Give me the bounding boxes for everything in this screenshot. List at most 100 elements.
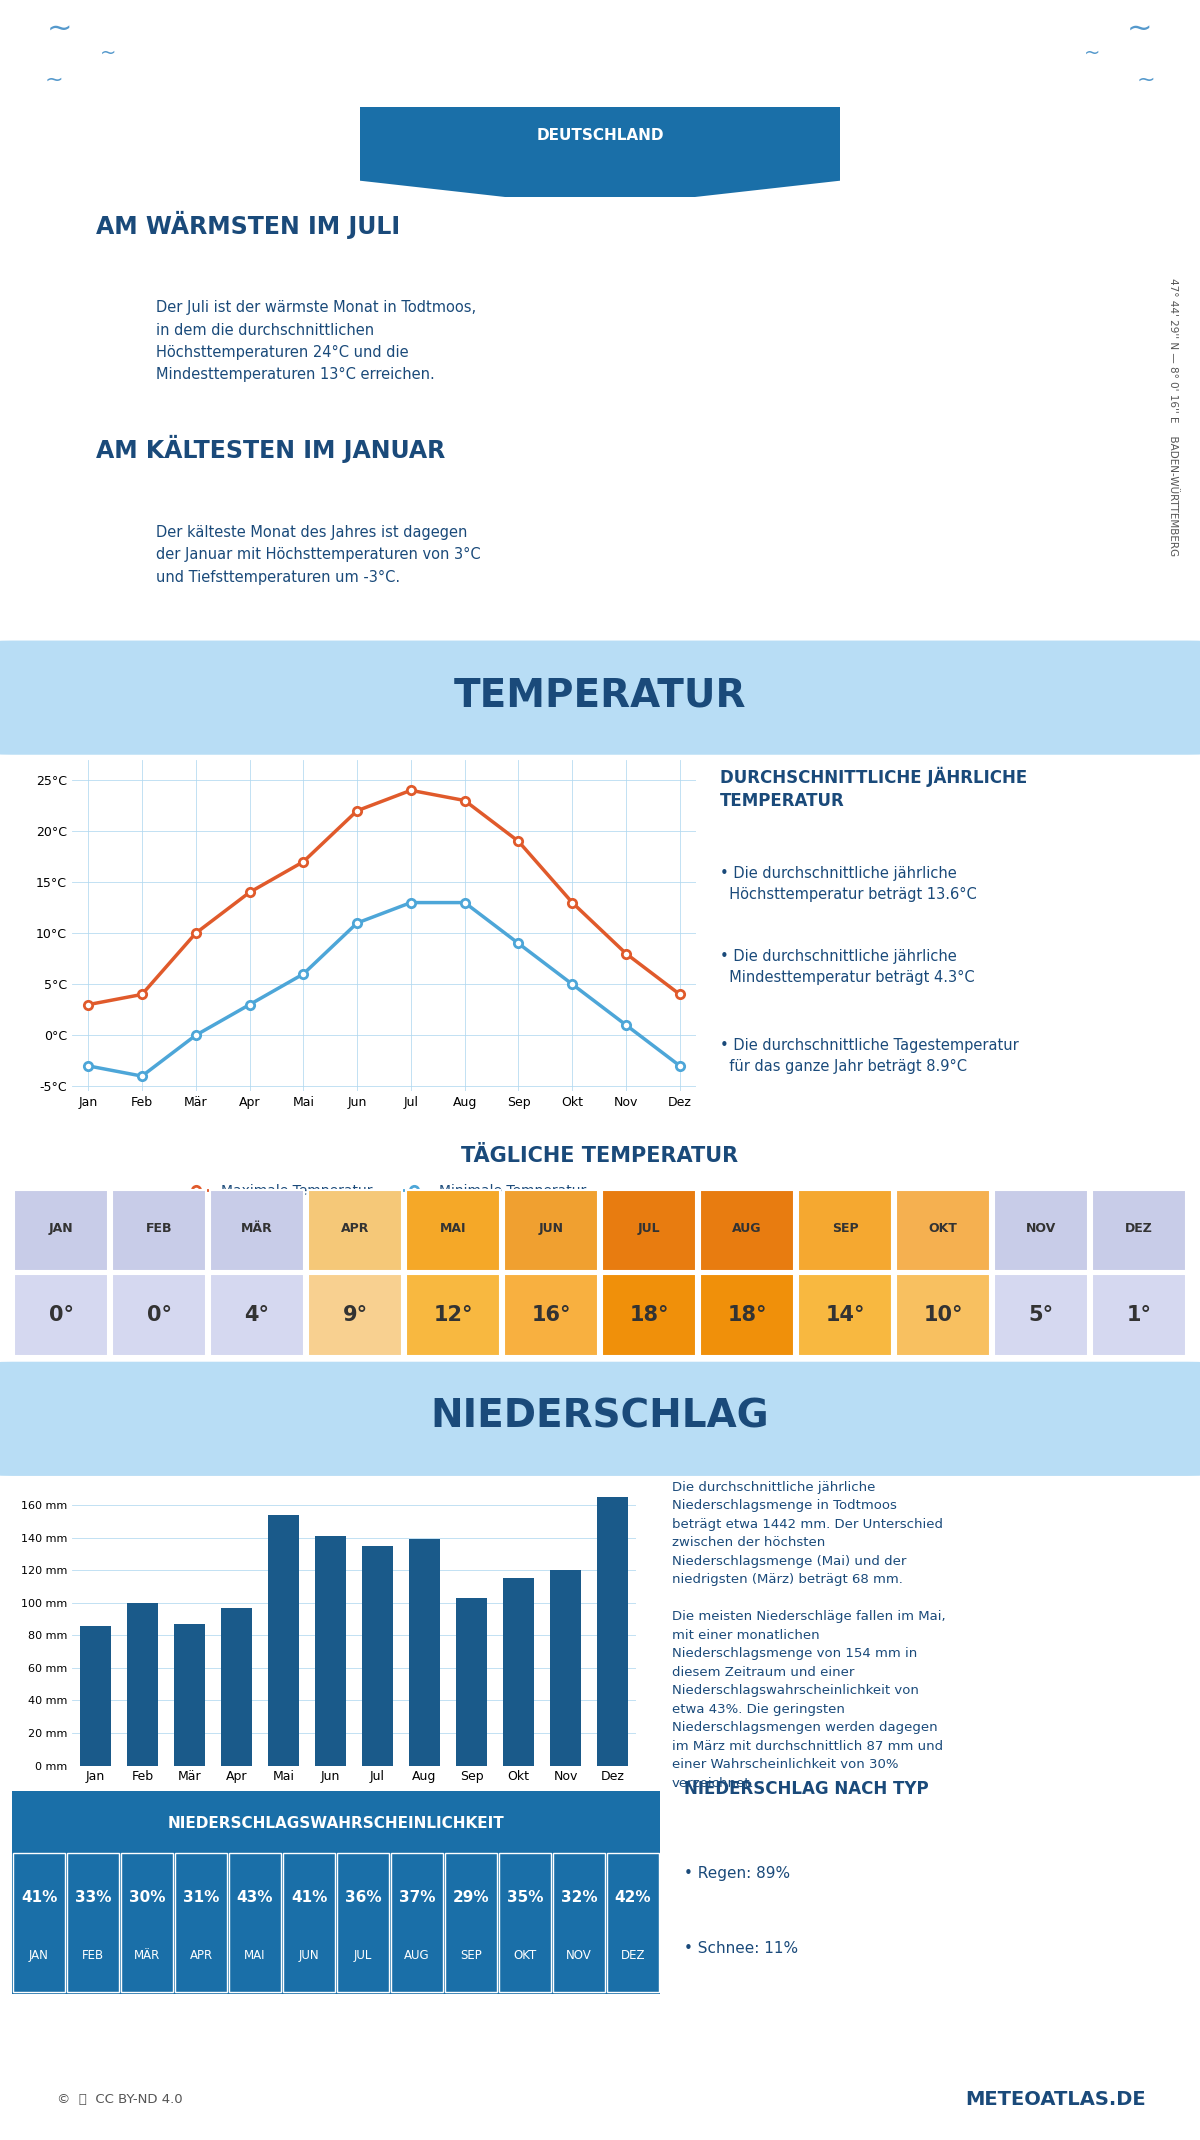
Bar bbox=[607, 1853, 659, 1992]
Bar bbox=[602, 1273, 696, 1357]
Bar bbox=[1092, 1273, 1186, 1357]
Text: NIEDERSCHLAG: NIEDERSCHLAG bbox=[431, 1397, 769, 1436]
Text: SEP: SEP bbox=[832, 1222, 858, 1235]
Bar bbox=[798, 1273, 892, 1357]
Text: 4°: 4° bbox=[245, 1305, 270, 1325]
Text: OKT: OKT bbox=[514, 1950, 536, 1962]
Text: 18°: 18° bbox=[629, 1305, 668, 1325]
Text: DEZ: DEZ bbox=[1126, 1222, 1153, 1235]
Bar bbox=[337, 1853, 389, 1992]
Bar bbox=[499, 1853, 551, 1992]
Bar bbox=[602, 1190, 696, 1271]
Text: ~: ~ bbox=[1136, 71, 1156, 90]
Bar bbox=[409, 1539, 439, 1765]
Text: NIEDERSCHLAG NACH TYP: NIEDERSCHLAG NACH TYP bbox=[684, 1780, 929, 1798]
Bar bbox=[994, 1273, 1088, 1357]
Bar bbox=[67, 1853, 119, 1992]
Text: MÄR: MÄR bbox=[241, 1222, 272, 1235]
Bar bbox=[700, 1190, 794, 1271]
Text: AM KÄLTESTEN IM JANUAR: AM KÄLTESTEN IM JANUAR bbox=[96, 434, 445, 464]
Text: Der Juli ist der wärmste Monat in Todtmoos,
in dem die durchschnittlichen
Höchst: Der Juli ist der wärmste Monat in Todtmo… bbox=[156, 300, 476, 383]
Legend: Niederschlagssumme: Niederschlagssumme bbox=[254, 1825, 454, 1849]
Bar bbox=[316, 1537, 346, 1766]
Legend: Maximale Temperatur, Minimale Temperatur: Maximale Temperatur, Minimale Temperatur bbox=[176, 1179, 592, 1205]
Text: ~: ~ bbox=[47, 15, 73, 45]
Bar bbox=[127, 1603, 157, 1765]
Text: 10°: 10° bbox=[923, 1305, 962, 1325]
Text: AM WÄRMSTEN IM JULI: AM WÄRMSTEN IM JULI bbox=[96, 210, 400, 240]
Text: ©  ⓘ  CC BY-ND 4.0: © ⓘ CC BY-ND 4.0 bbox=[58, 2093, 182, 2106]
Text: JAN: JAN bbox=[29, 1950, 49, 1962]
Text: ~: ~ bbox=[1084, 43, 1100, 62]
Text: DURCHSCHNITTLICHE JÄHRLICHE
TEMPERATUR: DURCHSCHNITTLICHE JÄHRLICHE TEMPERATUR bbox=[720, 766, 1027, 811]
Text: DEUTSCHLAND: DEUTSCHLAND bbox=[536, 128, 664, 143]
Text: 14°: 14° bbox=[826, 1305, 865, 1325]
Text: 16°: 16° bbox=[532, 1305, 571, 1325]
Bar bbox=[391, 1853, 443, 1992]
Bar bbox=[598, 1498, 628, 1766]
Bar bbox=[798, 1190, 892, 1271]
Bar bbox=[308, 1190, 402, 1271]
Text: NIEDERSCHLAGSWAHRSCHEINLICHKEIT: NIEDERSCHLAGSWAHRSCHEINLICHKEIT bbox=[168, 1815, 504, 1832]
Bar bbox=[504, 1273, 598, 1357]
Bar bbox=[229, 1853, 281, 1992]
Text: NOV: NOV bbox=[1026, 1222, 1056, 1235]
Text: 41%: 41% bbox=[290, 1890, 328, 1905]
Text: MAI: MAI bbox=[245, 1950, 265, 1962]
Text: JUN: JUN bbox=[539, 1222, 564, 1235]
Text: ~: ~ bbox=[1127, 15, 1153, 45]
Text: FEB: FEB bbox=[145, 1222, 173, 1235]
Text: • Schnee: 11%: • Schnee: 11% bbox=[684, 1941, 798, 1956]
Text: OKT: OKT bbox=[929, 1222, 958, 1235]
Bar bbox=[406, 1190, 500, 1271]
Text: APR: APR bbox=[190, 1950, 212, 1962]
Bar bbox=[80, 1626, 110, 1766]
Bar bbox=[175, 1853, 227, 1992]
Text: 0°: 0° bbox=[48, 1305, 73, 1325]
Text: 5°: 5° bbox=[1028, 1305, 1054, 1325]
Text: TÄGLICHE TEMPERATUR: TÄGLICHE TEMPERATUR bbox=[462, 1145, 738, 1166]
Text: 12°: 12° bbox=[433, 1305, 473, 1325]
FancyBboxPatch shape bbox=[0, 640, 1200, 755]
Text: 0°: 0° bbox=[146, 1305, 172, 1325]
Bar bbox=[553, 1853, 605, 1992]
Bar bbox=[362, 1545, 392, 1766]
Text: 31%: 31% bbox=[182, 1890, 220, 1905]
Text: • Regen: 89%: • Regen: 89% bbox=[684, 1866, 790, 1881]
Bar bbox=[896, 1190, 990, 1271]
Text: 35%: 35% bbox=[506, 1890, 544, 1905]
Bar bbox=[112, 1190, 206, 1271]
Text: Die durchschnittliche jährliche
Niederschlagsmenge in Todtmoos
beträgt etwa 1442: Die durchschnittliche jährliche Niedersc… bbox=[672, 1481, 946, 1789]
Text: AUG: AUG bbox=[404, 1950, 430, 1962]
Text: • Die durchschnittliche Tagestemperatur
  für das ganze Jahr beträgt 8.9°C: • Die durchschnittliche Tagestemperatur … bbox=[720, 1038, 1019, 1074]
Text: • Die durchschnittliche jährliche
  Mindesttemperatur beträgt 4.3°C: • Die durchschnittliche jährliche Mindes… bbox=[720, 948, 974, 984]
Bar bbox=[456, 1599, 487, 1765]
Text: 1°: 1° bbox=[1127, 1305, 1152, 1325]
Text: DEZ: DEZ bbox=[620, 1950, 646, 1962]
Text: AUG: AUG bbox=[732, 1222, 762, 1235]
Polygon shape bbox=[360, 107, 840, 208]
Bar bbox=[221, 1607, 252, 1766]
Text: MÄR: MÄR bbox=[134, 1950, 160, 1962]
Text: 41%: 41% bbox=[20, 1890, 58, 1905]
Text: 32%: 32% bbox=[560, 1890, 598, 1905]
Text: 29%: 29% bbox=[452, 1890, 490, 1905]
FancyBboxPatch shape bbox=[0, 1361, 1200, 1477]
Text: 30%: 30% bbox=[128, 1890, 166, 1905]
Text: JUL: JUL bbox=[637, 1222, 660, 1235]
Bar bbox=[445, 1853, 497, 1992]
Text: • Die durchschnittliche jährliche
  Höchsttemperatur beträgt 13.6°C: • Die durchschnittliche jährliche Höchst… bbox=[720, 867, 977, 901]
Bar bbox=[14, 1273, 108, 1357]
Bar bbox=[994, 1190, 1088, 1271]
Bar bbox=[210, 1190, 304, 1271]
Text: ~: ~ bbox=[44, 71, 64, 90]
Text: 9°: 9° bbox=[342, 1305, 367, 1325]
Text: MAI: MAI bbox=[439, 1222, 467, 1235]
Text: Der kälteste Monat des Jahres ist dagegen
der Januar mit Höchsttemperaturen von : Der kälteste Monat des Jahres ist dagege… bbox=[156, 524, 481, 584]
Text: TODTMOOS: TODTMOOS bbox=[394, 26, 806, 88]
Text: 36%: 36% bbox=[344, 1890, 382, 1905]
Text: FEB: FEB bbox=[82, 1950, 104, 1962]
FancyBboxPatch shape bbox=[0, 1789, 686, 1858]
Text: SEP: SEP bbox=[460, 1950, 482, 1962]
Bar bbox=[406, 1273, 500, 1357]
